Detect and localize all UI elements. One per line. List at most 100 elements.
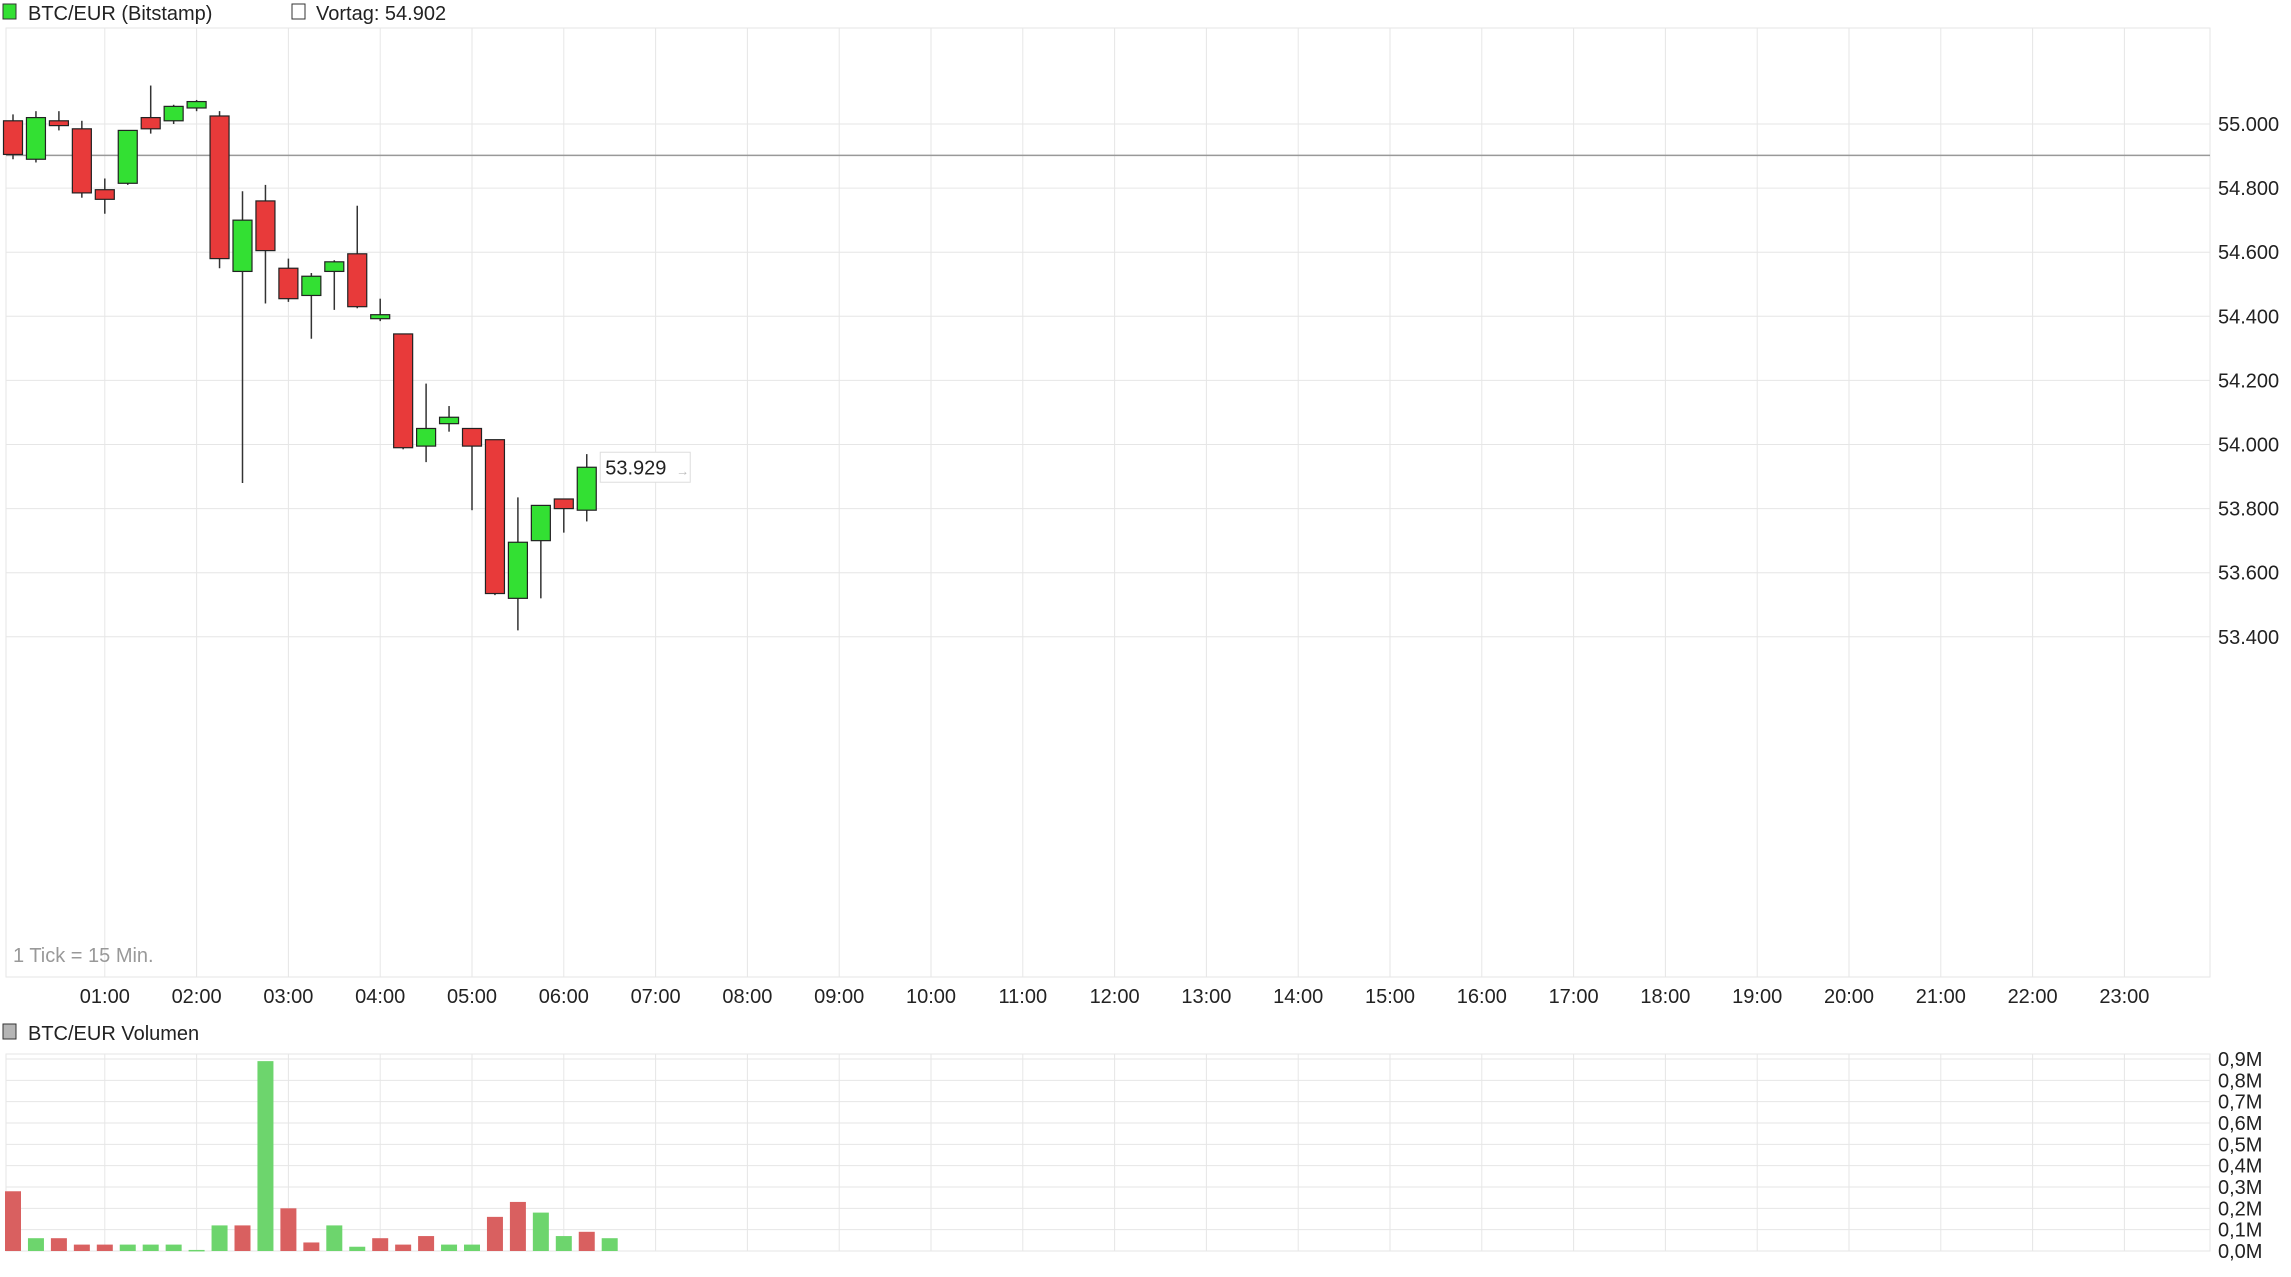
candle-body (140, 116, 161, 130)
candle (94, 178, 115, 214)
candle (186, 99, 207, 112)
volume-bar (395, 1244, 412, 1251)
volume-bar (509, 1201, 526, 1251)
price-x-tick-label: 09:00 (814, 986, 864, 1008)
volume-bar (372, 1238, 389, 1251)
candle (393, 333, 414, 450)
price-x-tick-label: 14:00 (1273, 986, 1323, 1008)
volume-bar (50, 1238, 67, 1251)
volume-bar (234, 1225, 251, 1251)
price-y-axis: 53.400 53.600 53.800 54.000 54.200 54.400 54.6… (2218, 114, 2279, 649)
candle-body (530, 504, 551, 542)
volume-y-tick-label: 0,6M (2218, 1113, 2262, 1135)
price-x-tick-label: 18:00 (1640, 986, 1690, 1008)
price-x-tick-label: 08:00 (722, 986, 772, 1008)
candle-body (301, 275, 322, 297)
candle (71, 120, 92, 198)
candle-body (553, 498, 574, 510)
price-x-tick-label: 04:00 (355, 986, 405, 1008)
volume-bar (349, 1246, 366, 1251)
volume-bar (257, 1061, 274, 1251)
price-y-tick-label: 53.800 (2218, 499, 2279, 521)
volume-y-tick-label: 0,4M (2218, 1156, 2262, 1178)
volume-bar (418, 1236, 435, 1251)
candle-body (163, 105, 184, 122)
price-legend-swatch (2, 3, 17, 20)
price-y-tick-label: 55.000 (2218, 114, 2279, 136)
candle-body (576, 466, 597, 511)
price-x-tick-label: 17:00 (1549, 986, 1599, 1008)
candle-body (209, 115, 230, 260)
volume-bar (303, 1242, 320, 1251)
candle-body (507, 541, 528, 599)
candle (576, 454, 597, 522)
price-x-tick-label: 07:00 (631, 986, 681, 1008)
volume-bar (601, 1238, 618, 1251)
price-plot-frame (5, 27, 2211, 978)
price-x-tick-label: 16:00 (1457, 986, 1507, 1008)
price-x-tick-label: 05:00 (447, 986, 497, 1008)
price-grid (6, 28, 2210, 977)
volume-bar (464, 1244, 480, 1251)
candle-body (71, 128, 92, 194)
volume-y-tick-label: 0,1M (2218, 1220, 2262, 1242)
volume-y-tick-label: 0,8M (2218, 1070, 2262, 1092)
volume-bar (486, 1216, 503, 1251)
candle-body (324, 261, 345, 273)
candle (2, 114, 24, 160)
candle (370, 298, 391, 322)
price-x-tick-label: 13:00 (1181, 986, 1231, 1008)
candle-body (347, 253, 368, 308)
volume-bar (441, 1244, 458, 1251)
price-panel-title: BTC/EUR (Bitstamp) (28, 3, 212, 25)
candle (507, 497, 528, 631)
candle-body (117, 129, 138, 184)
volume-bar (27, 1238, 44, 1251)
last-price-arrow-icon: → (676, 463, 689, 478)
candle (438, 406, 460, 432)
volume-bar (211, 1225, 228, 1251)
candle (255, 184, 276, 304)
price-y-tick-label: 53.400 (2218, 627, 2279, 649)
price-x-tick-label: 10:00 (906, 986, 956, 1008)
candle (347, 205, 368, 309)
volume-bar (165, 1244, 182, 1251)
candle (461, 427, 483, 511)
volume-legend-swatch (2, 1023, 17, 1040)
volume-bar (326, 1225, 343, 1251)
volume-bar (73, 1244, 90, 1251)
price-x-tick-label: 02:00 (172, 986, 222, 1008)
volume-bar (188, 1249, 205, 1252)
volume-plot-frame (5, 1053, 2211, 1252)
candle (117, 129, 138, 185)
price-x-tick-label: 23:00 (2099, 986, 2149, 1008)
candle (324, 260, 345, 310)
candle (25, 111, 47, 163)
candle (140, 85, 161, 134)
candlestick-series (2, 85, 597, 631)
candle-body (416, 427, 437, 447)
price-x-tick-label: 11:00 (999, 986, 1048, 1008)
candle-body (484, 439, 506, 595)
volume-grid (6, 1054, 2210, 1252)
price-x-axis: 01:00 02:00 03:00 04:00 05:00 06:00 07:00 08:00… (80, 986, 2150, 1008)
last-price-box (599, 451, 691, 483)
candle-body (186, 100, 207, 109)
candle (278, 258, 299, 302)
volume-bar (578, 1231, 595, 1251)
price-x-tick-label: 20:00 (1824, 986, 1874, 1008)
volume-bar (5, 1191, 21, 1251)
candle (163, 104, 184, 124)
price-y-tick-label: 54.000 (2218, 435, 2279, 457)
candle-body (461, 427, 483, 447)
candle-body (393, 333, 414, 449)
volume-y-tick-label: 0,3M (2218, 1177, 2262, 1199)
candle (484, 439, 506, 596)
volume-bar (555, 1236, 572, 1251)
price-y-tick-label: 54.200 (2218, 370, 2279, 392)
candle-body (48, 120, 70, 127)
volume-y-tick-label: 0,0M (2218, 1241, 2262, 1263)
volume-bar (532, 1212, 549, 1251)
